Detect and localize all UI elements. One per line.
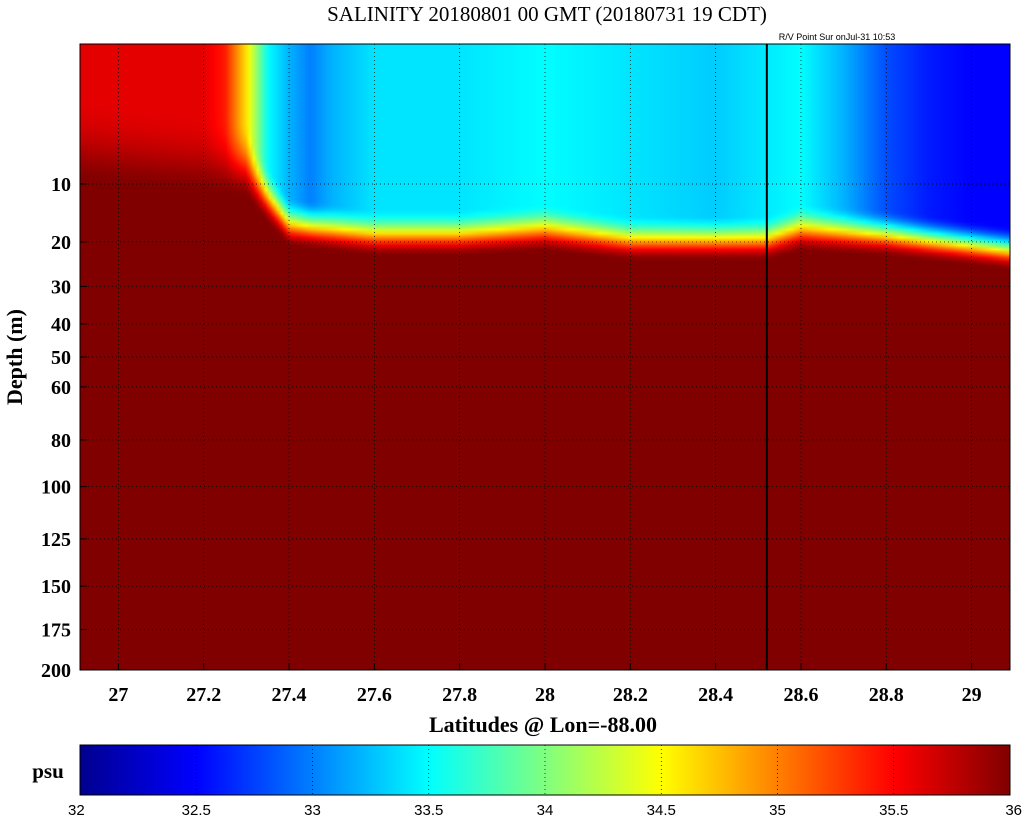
y-axis-label: Depth (m) — [2, 309, 27, 405]
x-tick-label: 27.8 — [442, 684, 477, 706]
y-tick-label: 20 — [51, 232, 71, 254]
y-tick-label: 10 — [51, 174, 71, 196]
x-tick-label: 28.4 — [698, 684, 733, 706]
x-tick-label: 27 — [108, 684, 128, 706]
x-tick-label: 28.6 — [783, 684, 818, 706]
grid-lines — [80, 44, 1010, 671]
colorbar-tick-label: 36 — [1005, 802, 1022, 819]
y-axis-ticks: 10 20 30 40 50 60 80 100 125 150 175 200 — [41, 174, 87, 682]
colorbar: psu 32 32.5 33 33.5 34 34.5 35 35.5 36 — [32, 744, 1022, 819]
x-tick-label: 28.2 — [613, 684, 648, 706]
colorbar-frame — [79, 744, 1011, 796]
x-tick-label: 27.2 — [186, 684, 221, 706]
x-tick-label: 28 — [535, 684, 555, 706]
colorbar-tick-label: 32 — [68, 802, 85, 819]
colorbar-tick-label: 32.5 — [182, 802, 211, 819]
colorbar-tick-label: 35.5 — [879, 802, 908, 819]
colorbar-ticks: 32 32.5 33 33.5 34 34.5 35 35.5 36 — [68, 802, 1022, 819]
x-axis-ticks: 27 27.2 27.4 27.6 27.8 28 28.2 28.4 28.6 28.8 29 — [108, 663, 982, 706]
y-tick-label: 150 — [41, 576, 71, 598]
colorbar-tick-label: 33 — [304, 802, 321, 819]
colorbar-tick-label: 35 — [769, 802, 786, 819]
vessel-annotation: R/V Point Sur onJul-31 10:53 — [779, 32, 896, 42]
colorbar-tick-label: 34.5 — [647, 802, 676, 819]
colorbar-tick-label: 34 — [537, 802, 554, 819]
y-tick-label: 80 — [51, 430, 71, 452]
y-tick-label: 30 — [51, 276, 71, 298]
y-tick-label: 125 — [41, 529, 71, 551]
y-tick-label: 60 — [51, 377, 71, 399]
colorbar-grid — [195, 745, 895, 795]
y-tick-label: 40 — [51, 314, 71, 336]
x-tick-label: 27.4 — [272, 684, 307, 706]
x-axis-label: Latitudes @ Lon=-88.00 — [429, 712, 657, 737]
y-tick-label: 200 — [41, 660, 71, 682]
y-tick-label: 175 — [41, 620, 71, 642]
colorbar-tick-label: 33.5 — [414, 802, 443, 819]
y-tick-label: 50 — [51, 347, 71, 369]
y-tick-label: 100 — [41, 477, 71, 499]
x-tick-label: 27.6 — [357, 684, 392, 706]
colorbar-unit-label: psu — [32, 759, 64, 783]
chart-title: SALINITY 20180801 00 GMT (20180731 19 CD… — [327, 2, 767, 26]
x-tick-label: 29 — [962, 684, 982, 706]
plot-area — [79, 43, 1011, 671]
x-tick-label: 28.8 — [869, 684, 904, 706]
